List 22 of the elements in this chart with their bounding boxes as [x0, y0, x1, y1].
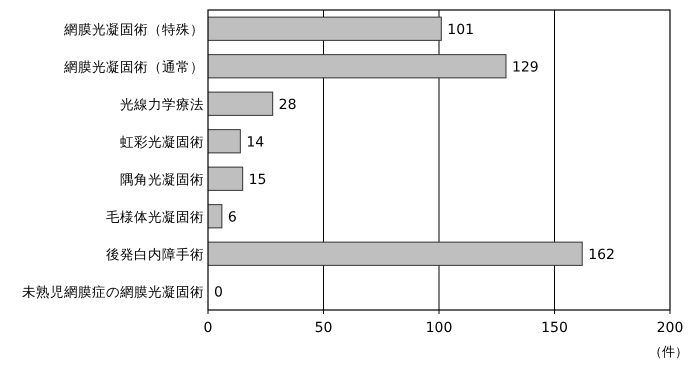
data-label: 14 — [246, 134, 264, 150]
x-tick-label: 100 — [426, 320, 452, 336]
x-axis-title: （件） — [649, 345, 688, 360]
data-label: 101 — [447, 22, 474, 38]
y-tick-label: 隅角光凝固術 — [120, 172, 204, 188]
y-tick-label: 毛様体光凝固術 — [106, 209, 204, 226]
x-tick-label: 200 — [656, 320, 684, 336]
y-tick-label: 未熟児網膜症の網膜光凝固術 — [22, 284, 204, 300]
y-tick-label: 後発白内障手術 — [106, 246, 204, 263]
y-tick-label: 虹彩光凝固術 — [120, 134, 204, 150]
data-label: 28 — [278, 96, 297, 113]
y-tick-label: 光線力学療法 — [120, 96, 204, 113]
data-label: 162 — [588, 246, 615, 263]
x-tick-label: 150 — [541, 320, 568, 336]
data-label: 0 — [214, 284, 223, 300]
data-label: 129 — [512, 59, 539, 76]
y-tick-label: 網膜光凝固術（通常） — [63, 59, 204, 76]
x-tick-label: 0 — [204, 320, 212, 336]
data-label: 6 — [228, 209, 237, 226]
x-tick-label: 50 — [314, 320, 332, 336]
y-tick-label: 網膜光凝固術（特殊） — [63, 22, 204, 38]
data-label: 15 — [248, 172, 266, 188]
